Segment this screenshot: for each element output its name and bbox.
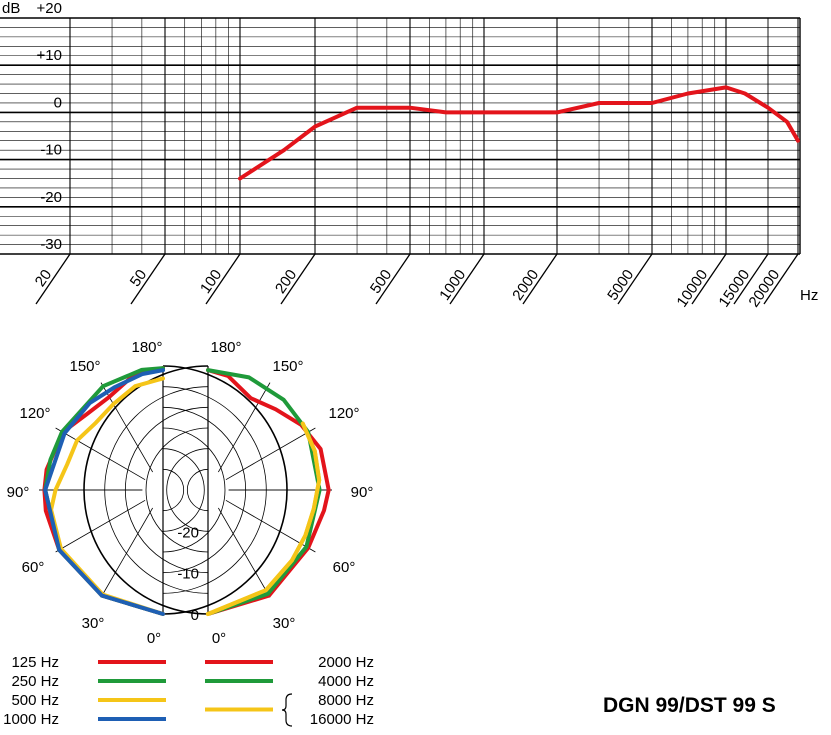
polar-angle-labels: 180° 180° 150° 150° 120° 120° 90° 90° 60° 60° 30° 3… bbox=[7, 339, 374, 647]
polar-series-line bbox=[206, 368, 322, 616]
polar-series-line bbox=[206, 421, 322, 616]
polar-spoke bbox=[55, 427, 146, 481]
x-tick-mark bbox=[35, 253, 71, 305]
polar-series-line bbox=[43, 368, 165, 616]
polar-grid bbox=[39, 365, 332, 615]
y-tick-label: -10 bbox=[40, 142, 62, 159]
polar-ring bbox=[166, 448, 209, 532]
x-tick-label: 20 bbox=[32, 267, 55, 290]
x-tick-mark bbox=[617, 253, 653, 305]
x-tick-mark bbox=[449, 253, 485, 305]
polar-radial-label: 0 bbox=[191, 607, 199, 624]
polar-spoke bbox=[55, 499, 146, 553]
polar-radial-label: -20 bbox=[177, 524, 199, 541]
legend-label: 125 Hz bbox=[11, 654, 59, 671]
polar-pattern-chart: 180° 180° 150° 150° 120° 120° 90° 90° 60° 60° 30° 3… bbox=[7, 339, 374, 647]
x-tick-label: 1000 bbox=[436, 267, 469, 304]
polar-ring bbox=[104, 386, 209, 594]
x-tick-label: 5000 bbox=[604, 267, 637, 304]
polar-angle-label: 60° bbox=[333, 559, 356, 576]
legend-label: 8000 Hz bbox=[318, 692, 374, 709]
legend-label: 2000 Hz bbox=[318, 654, 374, 671]
x-tick-mark bbox=[691, 253, 727, 305]
x-tick-mark bbox=[205, 253, 241, 305]
polar-angle-label: 180° bbox=[131, 339, 162, 356]
polar-angle-label: 0° bbox=[147, 630, 161, 647]
x-tick-mark bbox=[763, 253, 799, 305]
frequency-grid bbox=[0, 17, 801, 305]
x-tick-mark bbox=[280, 253, 316, 305]
legend-label: 250 Hz bbox=[11, 673, 59, 690]
polar-angle-label: 90° bbox=[7, 484, 30, 501]
x-tick-mark bbox=[130, 253, 166, 305]
polar-ring bbox=[145, 427, 209, 553]
legend-label: 16000 Hz bbox=[310, 711, 374, 728]
legend-label: 4000 Hz bbox=[318, 673, 374, 690]
model-title: DGN 99/DST 99 S bbox=[603, 694, 776, 717]
legend-label: 1000 Hz bbox=[3, 711, 59, 728]
y-tick-label: 0 bbox=[54, 94, 62, 111]
polar-radial-label: -10 bbox=[177, 566, 199, 583]
y-tick-label: -30 bbox=[40, 236, 62, 253]
legend: 125 Hz 250 Hz 500 Hz 1000 Hz 2000 Hz 4000 Hz 8… bbox=[3, 654, 374, 728]
polar-spoke bbox=[100, 507, 154, 598]
x-tick-mark bbox=[375, 253, 411, 305]
polar-angle-label: 90° bbox=[351, 484, 374, 501]
polar-angle-label: 0° bbox=[212, 630, 226, 647]
frequency-response-line bbox=[238, 85, 800, 181]
x-tick-label: 100 bbox=[197, 267, 225, 297]
polar-series-line bbox=[43, 366, 165, 616]
polar-radial-labels: -20 -10 0 bbox=[177, 524, 199, 624]
polar-angle-label: 150° bbox=[272, 358, 303, 375]
frequency-series bbox=[238, 85, 800, 181]
legend-brace bbox=[281, 693, 293, 727]
polar-angle-label: 120° bbox=[19, 405, 50, 422]
polar-series-line bbox=[42, 366, 165, 616]
x-tick-label: 2000 bbox=[509, 267, 542, 304]
polar-ring bbox=[162, 448, 205, 532]
polar-spoke bbox=[217, 507, 271, 598]
x-tick-mark bbox=[733, 253, 769, 305]
polar-ring bbox=[162, 427, 226, 553]
polar-ring bbox=[186, 468, 209, 512]
polar-series-line bbox=[206, 368, 331, 616]
polar-ring bbox=[162, 468, 185, 512]
y-axis-tick-labels: +20 +10 0 -10 -20 -30 bbox=[37, 0, 62, 253]
y-tick-label: +10 bbox=[37, 47, 62, 64]
polar-angle-label: 180° bbox=[210, 339, 241, 356]
polar-angle-label: 30° bbox=[273, 615, 296, 632]
polar-angle-label: 60° bbox=[22, 559, 45, 576]
polar-spoke bbox=[217, 382, 271, 473]
polar-series bbox=[42, 366, 331, 616]
polar-spoke bbox=[225, 427, 316, 481]
x-tick-label: 500 bbox=[367, 267, 395, 297]
frequency-response-chart: +20 +10 0 -10 -20 -30 20 50 100 200 500 1000 2000 50… bbox=[0, 0, 818, 310]
y-tick-label: +20 bbox=[37, 0, 62, 17]
y-tick-label: -20 bbox=[40, 189, 62, 206]
x-tick-label: 50 bbox=[127, 267, 150, 290]
legend-label: 500 Hz bbox=[11, 692, 59, 709]
polar-angle-label: 120° bbox=[328, 405, 359, 422]
x-tick-label: 200 bbox=[272, 267, 300, 297]
y-axis-unit: dB bbox=[2, 0, 20, 17]
x-tick-mark bbox=[522, 253, 558, 305]
polar-angle-label: 150° bbox=[69, 358, 100, 375]
x-axis-unit: Hz bbox=[800, 287, 818, 304]
polar-angle-label: 30° bbox=[82, 615, 105, 632]
polar-ring bbox=[125, 406, 209, 574]
